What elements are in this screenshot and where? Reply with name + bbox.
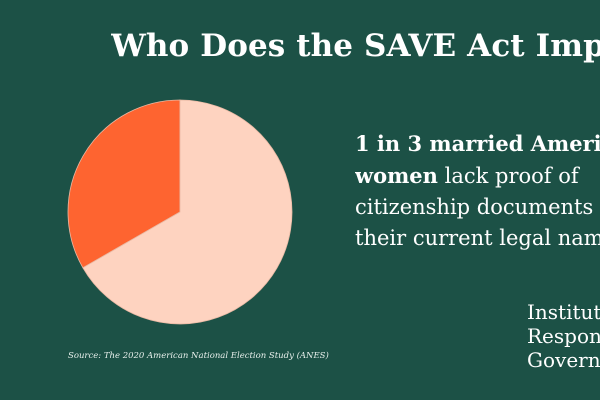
logo-line-2: Respon bbox=[527, 324, 600, 348]
pie-chart bbox=[67, 99, 293, 325]
source-note: Source: The 2020 American National Elect… bbox=[68, 351, 329, 361]
stat-text: 1 in 3 married American women lack proof… bbox=[355, 128, 600, 254]
pie-slice-lack-proof bbox=[67, 99, 181, 269]
pie-slice-other bbox=[82, 99, 293, 325]
logo-line-1: Institute bbox=[527, 300, 600, 324]
logo-line-3: Govern bbox=[527, 348, 600, 372]
stat-line-4: their current legal name bbox=[355, 226, 600, 250]
institute-logo: Institute Respon Govern bbox=[527, 300, 600, 372]
stat-rest-2: lack proof of bbox=[437, 164, 579, 188]
stat-bold-2: women bbox=[355, 163, 438, 188]
stat-bold-1: 1 in 3 married American bbox=[355, 131, 600, 156]
stat-line-1: 1 in 3 married American bbox=[355, 128, 600, 160]
chart-title: Who Does the SAVE Act Impact? bbox=[111, 28, 600, 64]
stat-line-2: women lack proof of bbox=[355, 160, 600, 192]
stat-line-3: citizenship documents w bbox=[355, 195, 600, 219]
